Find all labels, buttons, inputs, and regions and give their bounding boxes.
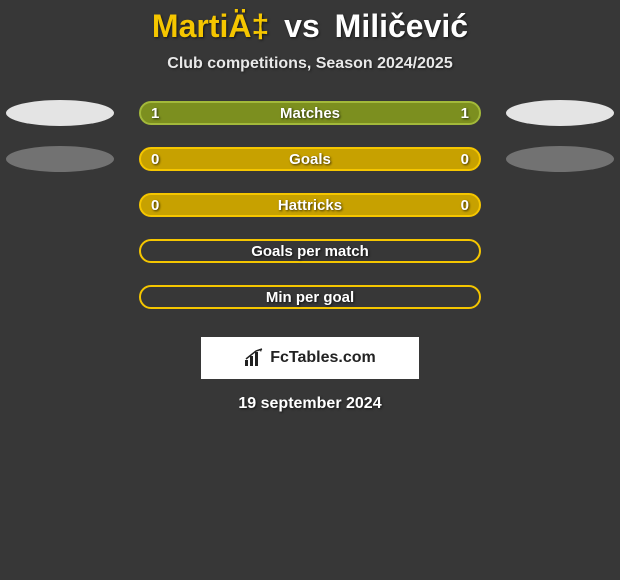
stat-value-right: 0 (461, 197, 469, 214)
brand-badge: FcTables.com (201, 337, 419, 379)
page-title: MartiÄ‡ vs Miličević (152, 8, 468, 45)
stat-value-right: 1 (461, 105, 469, 122)
stat-value-left: 0 (151, 151, 159, 168)
stat-value-left: 0 (151, 197, 159, 214)
stat-label: Goals (289, 151, 331, 168)
player1-name: MartiÄ‡ (152, 8, 269, 44)
stat-bar: Min per goal (139, 285, 481, 309)
ellipse-right (506, 146, 614, 172)
stat-row-matches: 1 Matches 1 (0, 101, 620, 125)
stat-value-right: 0 (461, 151, 469, 168)
comparison-card: MartiÄ‡ vs Miličević Club competitions, … (0, 0, 620, 413)
stat-row-goals: 0 Goals 0 (0, 147, 620, 171)
stat-bar: 0 Goals 0 (139, 147, 481, 171)
stat-label: Goals per match (251, 243, 369, 260)
brand-text: FcTables.com (270, 349, 376, 367)
ellipse-left (6, 146, 114, 172)
player2-name: Miličević (335, 8, 468, 44)
stat-bar: 0 Hattricks 0 (139, 193, 481, 217)
chart-icon (244, 348, 266, 368)
brand-inner: FcTables.com (244, 348, 376, 368)
ellipse-left (6, 100, 114, 126)
stat-value-left: 1 (151, 105, 159, 122)
stat-label: Hattricks (278, 197, 342, 214)
ellipse-right (506, 100, 614, 126)
vs-label: vs (284, 8, 320, 44)
stat-row-min-per-goal: Min per goal (0, 285, 620, 309)
stat-row-hattricks: 0 Hattricks 0 (0, 193, 620, 217)
date-label: 19 september 2024 (238, 395, 381, 413)
stat-bar: 1 Matches 1 (139, 101, 481, 125)
stat-bar: Goals per match (139, 239, 481, 263)
subtitle: Club competitions, Season 2024/2025 (167, 55, 452, 73)
stat-row-goals-per-match: Goals per match (0, 239, 620, 263)
stat-label: Min per goal (266, 289, 354, 306)
stat-label: Matches (280, 105, 340, 122)
